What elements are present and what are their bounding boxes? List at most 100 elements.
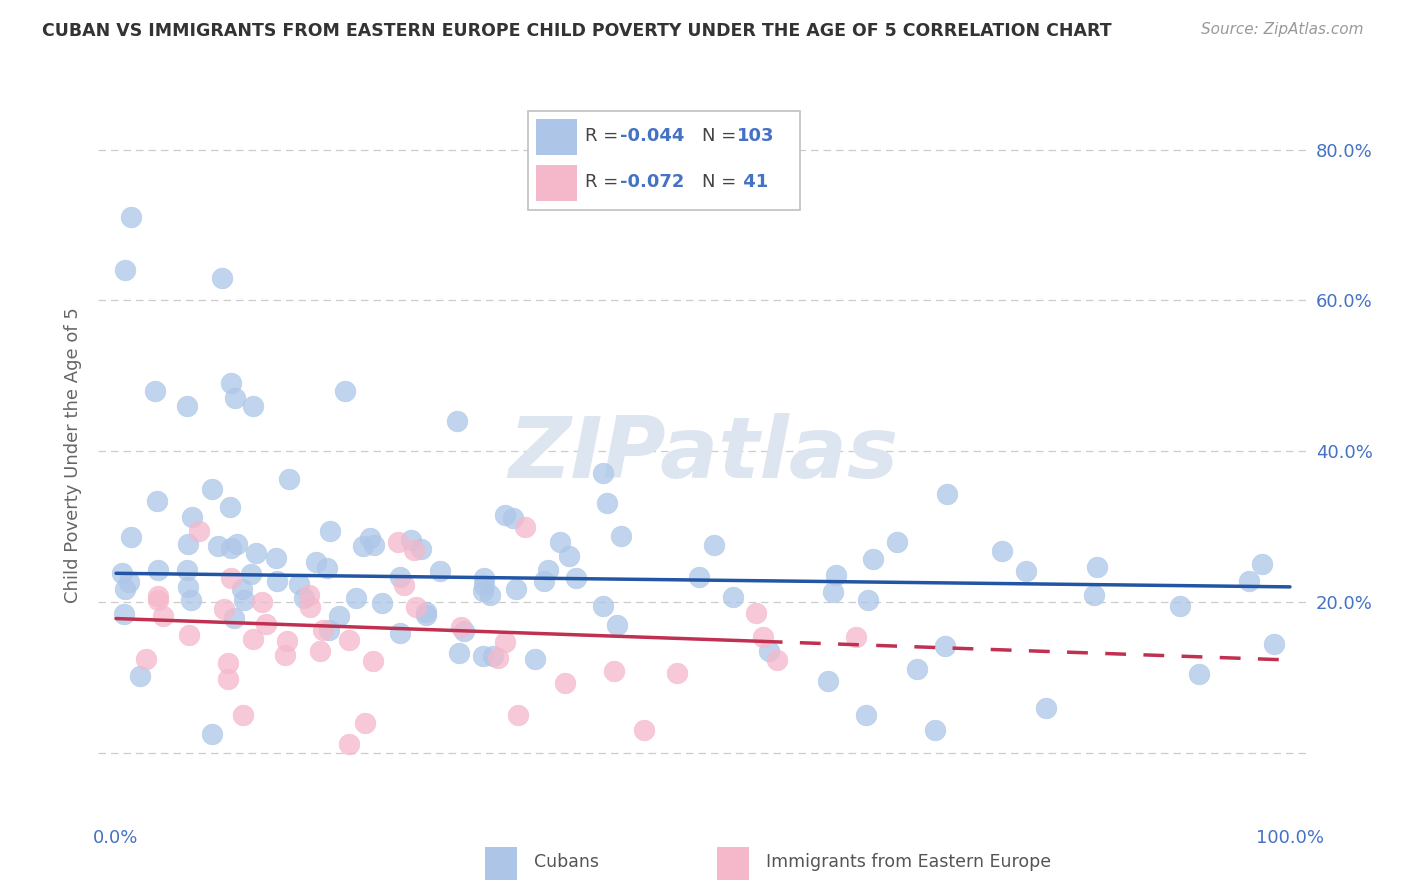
Point: [478, 588, 501, 602]
Point: [446, 414, 468, 428]
Point: [533, 574, 555, 588]
Point: [1263, 637, 1285, 651]
Text: -0.072: -0.072: [620, 173, 685, 191]
Point: [354, 715, 377, 730]
Point: [537, 563, 560, 577]
Point: [862, 552, 884, 566]
Point: [242, 632, 264, 646]
Point: [225, 537, 247, 551]
Point: [148, 590, 170, 604]
Point: [471, 649, 494, 664]
Point: [934, 639, 956, 653]
Point: [703, 538, 725, 552]
Point: [388, 626, 411, 640]
Point: [148, 593, 170, 607]
Point: [201, 482, 224, 496]
Bar: [717, 847, 748, 880]
Point: [337, 737, 360, 751]
Point: [389, 570, 412, 584]
Point: [845, 630, 868, 644]
Point: [494, 508, 516, 522]
Point: [411, 542, 433, 557]
Point: [214, 602, 236, 616]
Point: [344, 591, 367, 605]
Point: [128, 669, 150, 683]
Bar: [485, 847, 517, 880]
Point: [180, 509, 202, 524]
Point: [120, 530, 142, 544]
Y-axis label: Child Poverty Under the Age of 5: Child Poverty Under the Age of 5: [65, 307, 83, 603]
Point: [415, 608, 437, 623]
Text: 41: 41: [737, 173, 769, 191]
Point: [250, 594, 273, 608]
Point: [363, 654, 385, 668]
Point: [266, 574, 288, 589]
Text: R =: R =: [585, 173, 624, 191]
Point: [745, 606, 768, 620]
Point: [298, 588, 321, 602]
Point: [472, 584, 495, 599]
Point: [558, 549, 581, 563]
Point: [231, 582, 253, 597]
Point: [453, 624, 475, 638]
Point: [298, 600, 321, 615]
Point: [596, 496, 619, 510]
Point: [318, 623, 340, 637]
Point: [481, 648, 503, 663]
Point: [765, 652, 787, 666]
Point: [112, 607, 135, 621]
Point: [239, 566, 262, 581]
Point: [935, 487, 957, 501]
Point: [218, 500, 240, 515]
Point: [688, 569, 710, 583]
Point: [392, 578, 415, 592]
Point: [222, 611, 245, 625]
Point: [148, 563, 170, 577]
Point: [274, 648, 297, 662]
Point: [337, 632, 360, 647]
Point: [823, 585, 845, 599]
Point: [592, 466, 614, 480]
Point: [1085, 559, 1108, 574]
Text: Cubans: Cubans: [534, 853, 599, 871]
Point: [217, 657, 239, 671]
Point: [524, 652, 547, 666]
Point: [152, 609, 174, 624]
Point: [905, 662, 928, 676]
Point: [606, 617, 628, 632]
Point: [472, 578, 495, 592]
Point: [486, 650, 509, 665]
Point: [217, 672, 239, 686]
Point: [990, 544, 1012, 558]
Point: [278, 472, 301, 486]
Point: [352, 539, 374, 553]
Point: [176, 399, 198, 413]
Point: [855, 708, 877, 723]
Point: [548, 535, 571, 549]
Point: [592, 599, 614, 613]
Point: [387, 534, 409, 549]
Point: [333, 384, 356, 398]
Point: [219, 571, 242, 585]
Point: [146, 493, 169, 508]
Point: [114, 582, 136, 597]
Point: [219, 541, 242, 555]
Point: [415, 605, 437, 619]
Text: ZIPatlas: ZIPatlas: [508, 413, 898, 497]
Point: [120, 211, 142, 225]
Text: N =: N =: [702, 128, 742, 145]
Point: [114, 263, 136, 277]
Text: Immigrants from Eastern Europe: Immigrants from Eastern Europe: [766, 853, 1052, 871]
Point: [111, 566, 134, 580]
Point: [1035, 700, 1057, 714]
Point: [402, 543, 425, 558]
Point: [564, 571, 586, 585]
Point: [211, 270, 233, 285]
Point: [316, 561, 339, 575]
Point: [359, 532, 381, 546]
Point: [143, 384, 166, 398]
Point: [179, 593, 201, 607]
Point: [328, 608, 350, 623]
Point: [429, 564, 451, 578]
FancyBboxPatch shape: [536, 119, 576, 154]
